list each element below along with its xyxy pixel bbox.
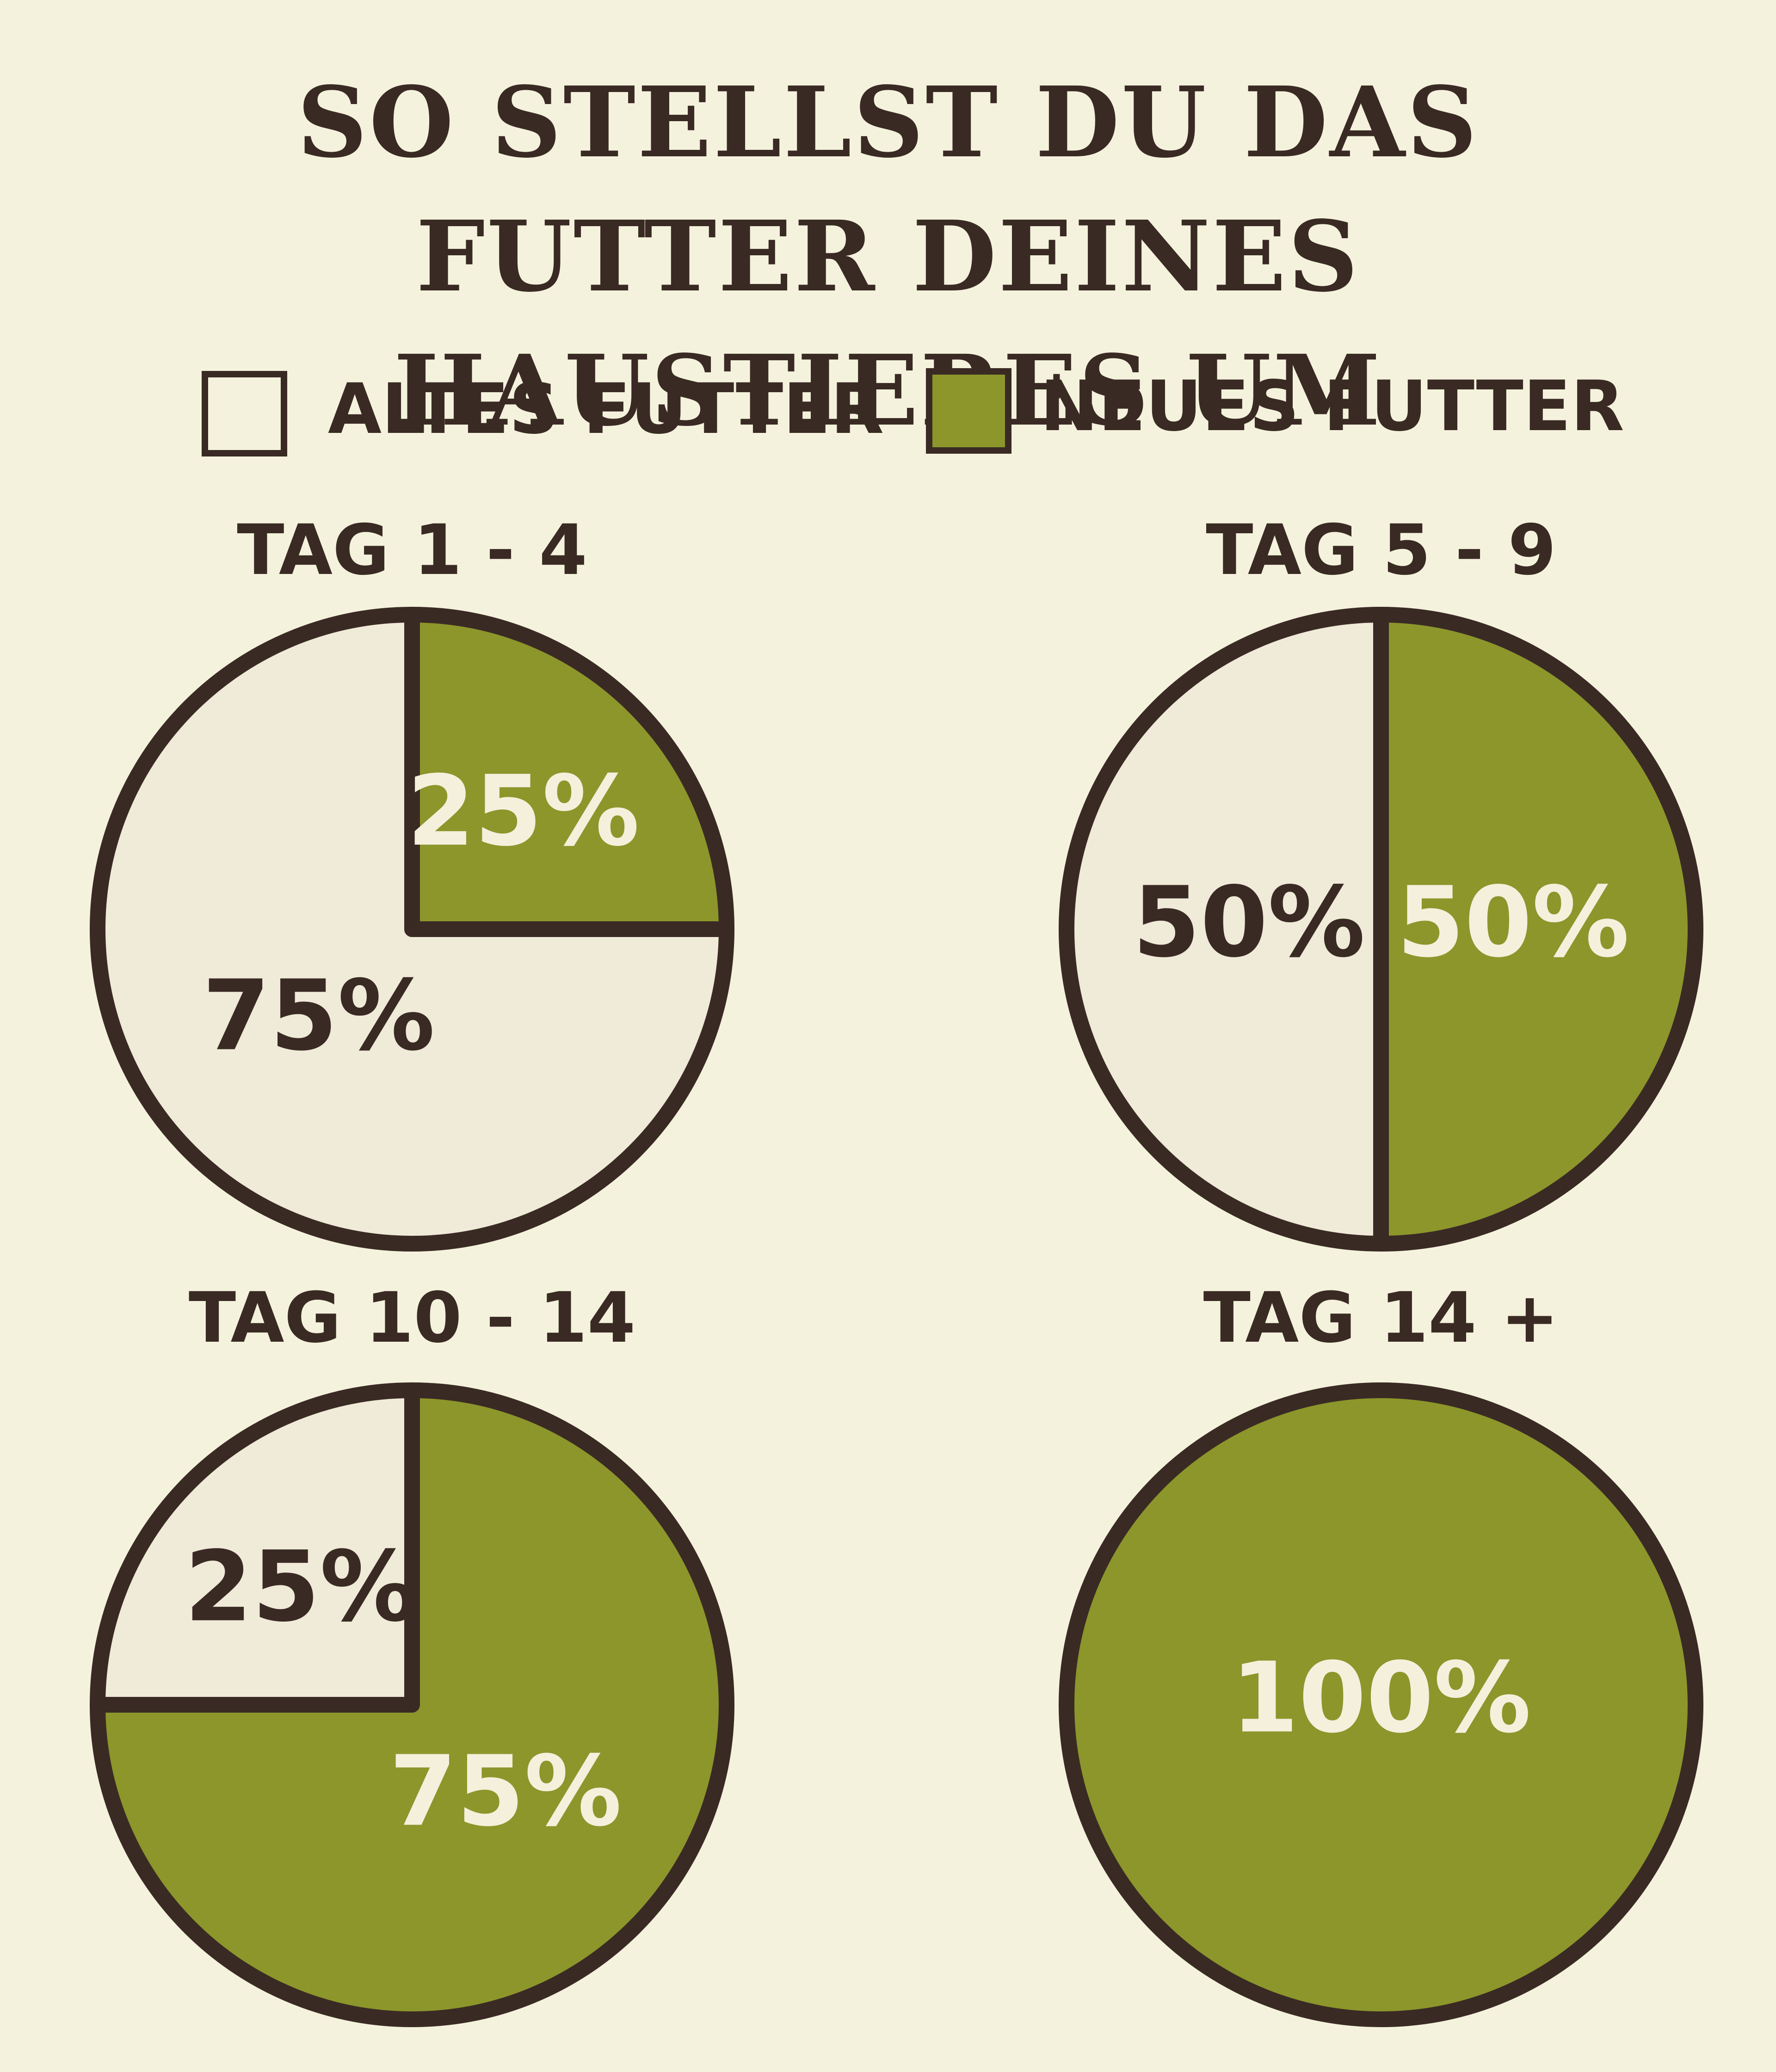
value-label: 100% — [1231, 1641, 1531, 1755]
value-label: 75% — [389, 1735, 622, 1848]
pie-slice — [1373, 607, 1703, 1252]
legend-swatch — [926, 368, 1011, 454]
pie-title: TAG 1 - 4 — [237, 510, 587, 591]
pie-slice — [1059, 1382, 1703, 2027]
value-label: 75% — [203, 959, 435, 1073]
value-label: 50% — [1397, 866, 1629, 979]
pie-slice — [90, 1382, 734, 2027]
value-label: 50% — [1133, 866, 1365, 979]
legend-label: ALTES FUTTER — [328, 369, 884, 450]
page-title: SO STELLST DU DAS FUTTER DEINES HAUSTIER… — [297, 65, 1479, 448]
value-label: 25% — [407, 754, 640, 868]
pie-slice — [404, 607, 734, 937]
pie-slice — [90, 1382, 420, 1713]
value-label: 25% — [185, 1530, 417, 1643]
legend-label: NEUES FUTTER — [1040, 366, 1624, 447]
pie-slice — [1059, 607, 1389, 1252]
pie-title: TAG 5 - 9 — [1206, 510, 1556, 591]
pie-title: TAG 10 - 14 — [189, 1278, 635, 1358]
legend-swatch — [202, 371, 287, 456]
pie-title: TAG 14 + — [1203, 1278, 1559, 1358]
pie-slice — [90, 607, 734, 1252]
